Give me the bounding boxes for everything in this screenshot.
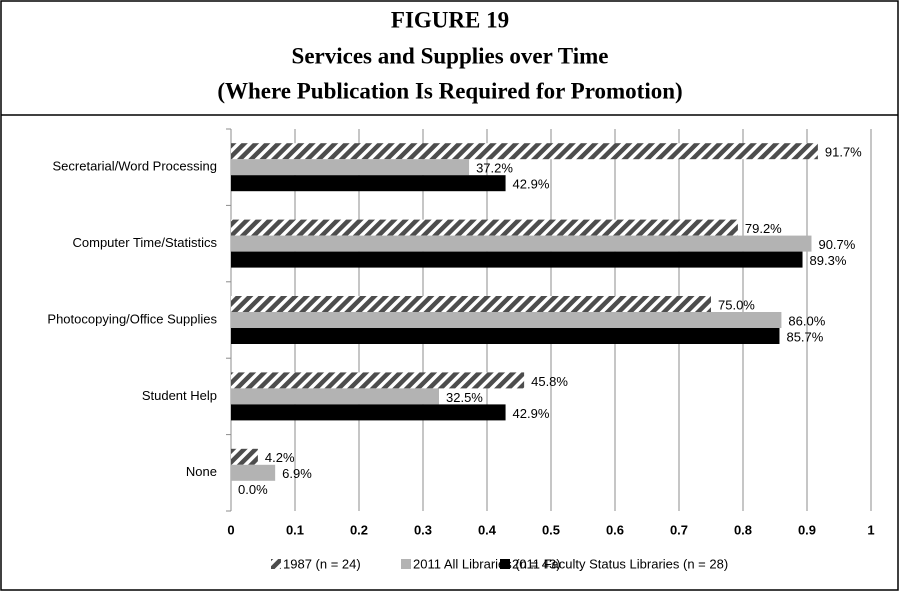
x-tick-label: 0.1 [286, 522, 304, 537]
bar [231, 219, 738, 236]
x-tick-label: 0.6 [606, 522, 624, 537]
legend-label: 2011 All Libraries (n = 43) [413, 556, 561, 571]
y-tick-label: Secretarial/Word Processing [53, 159, 218, 174]
data-label: 0.0% [238, 482, 268, 497]
legend-swatch [401, 559, 411, 569]
data-label: 89.3% [810, 253, 847, 268]
bar [231, 448, 258, 465]
y-tick-label: Computer Time/Statistics [73, 235, 218, 250]
bar [231, 235, 812, 252]
bar [231, 312, 782, 328]
bar [231, 251, 803, 268]
data-label: 85.7% [786, 329, 823, 344]
data-label: 37.2% [476, 161, 513, 176]
bar [231, 143, 818, 160]
x-tick-label: 1 [867, 522, 874, 537]
data-label: 91.7% [825, 145, 862, 160]
legend-swatch [500, 559, 510, 569]
bar [231, 464, 276, 481]
x-tick-label: 0.4 [478, 522, 497, 537]
bar [231, 404, 506, 421]
data-label: 42.9% [513, 177, 550, 192]
legend-swatch [271, 559, 281, 569]
x-tick-label: 0.5 [542, 522, 560, 537]
legend-label: 2011 Faculty Status Libraries (n = 28) [512, 556, 728, 571]
figure-number: FIGURE 19 [391, 7, 509, 32]
x-tick-label: 0.9 [798, 522, 816, 537]
bar [231, 372, 525, 389]
y-tick-label: None [186, 464, 217, 479]
x-tick-label: 0 [227, 522, 234, 537]
data-label: 45.8% [531, 374, 568, 389]
bar [231, 388, 439, 405]
data-label: 32.5% [446, 390, 483, 405]
data-label: 6.9% [282, 466, 312, 481]
data-label: 42.9% [513, 406, 550, 421]
data-label: 90.7% [818, 237, 855, 252]
data-label: 75.0% [718, 297, 755, 312]
bar [231, 296, 711, 312]
chart-subtitle: (Where Publication Is Required for Promo… [217, 78, 682, 103]
y-tick-label: Photocopying/Office Supplies [47, 311, 217, 326]
x-tick-label: 0.7 [670, 522, 688, 537]
x-tick-label: 0.2 [350, 522, 368, 537]
x-tick-label: 0.8 [734, 522, 752, 537]
bar [231, 175, 506, 192]
data-label: 4.2% [265, 450, 295, 465]
data-label: 86.0% [788, 313, 825, 328]
chart-title: Services and Supplies over Time [292, 43, 609, 68]
bar [231, 328, 780, 344]
legend-label: 1987 (n = 24) [283, 556, 361, 571]
bar [231, 159, 470, 176]
x-tick-label: 0.3 [414, 522, 432, 537]
data-label: 79.2% [745, 221, 782, 236]
y-tick-label: Student Help [142, 388, 217, 403]
